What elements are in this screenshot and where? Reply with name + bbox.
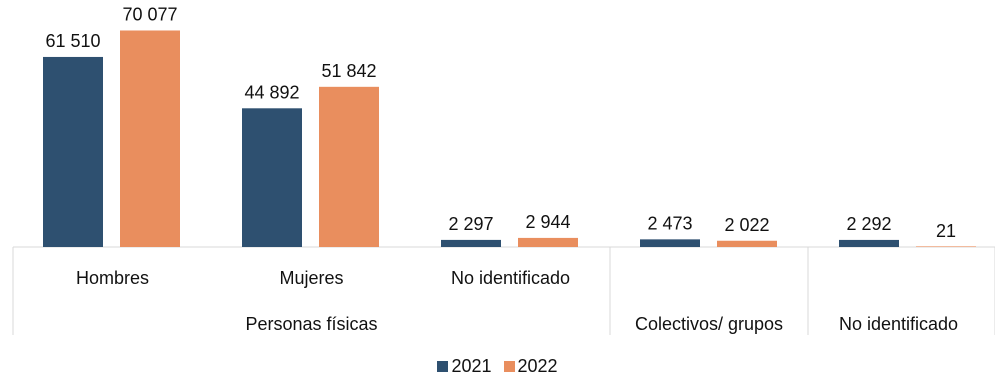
value-label-2021-5: 2 292 — [846, 214, 891, 234]
category-label: No identificado — [451, 268, 570, 288]
group-label: No identificado — [839, 314, 958, 334]
bar-2021-4 — [640, 239, 700, 247]
chart-legend: 2021 2022 — [0, 356, 995, 377]
legend-label-2022: 2022 — [518, 356, 558, 377]
chart-bars — [43, 30, 976, 247]
legend-label-2021: 2021 — [451, 356, 491, 377]
category-label: Hombres — [76, 268, 149, 288]
value-label-2022-5: 21 — [936, 221, 956, 241]
legend-swatch-2021 — [437, 361, 448, 372]
group-label: Personas físicas — [245, 314, 377, 334]
value-label-2021-2: 44 892 — [244, 82, 299, 102]
value-label-2022-1: 70 077 — [122, 4, 177, 24]
value-label-2022-3: 2 944 — [525, 212, 570, 232]
value-label-2021-3: 2 297 — [448, 214, 493, 234]
value-label-2022-2: 51 842 — [321, 61, 376, 81]
category-label: Mujeres — [279, 268, 343, 288]
chart-labels: 61 510 44 892 2 297 2 473 2 292 70 077 51 842 2… — [45, 4, 958, 334]
bar-2021-2 — [242, 108, 302, 247]
bar-2022-1 — [120, 30, 180, 247]
bar-2021-5 — [839, 240, 899, 247]
bar-2022-4 — [717, 241, 777, 247]
value-label-2021-1: 61 510 — [45, 31, 100, 51]
bar-2021-1 — [43, 57, 103, 247]
group-label: Colectivos/ grupos — [635, 314, 783, 334]
bar-2022-2 — [319, 87, 379, 247]
bar-2021-3 — [441, 240, 501, 247]
legend-item-2022: 2022 — [504, 356, 558, 377]
legend-item-2021: 2021 — [437, 356, 491, 377]
bar-2022-5 — [916, 246, 976, 247]
value-label-2022-4: 2 022 — [724, 215, 769, 235]
value-label-2021-4: 2 473 — [647, 213, 692, 233]
bar-2022-3 — [518, 238, 578, 247]
legend-swatch-2022 — [504, 361, 515, 372]
